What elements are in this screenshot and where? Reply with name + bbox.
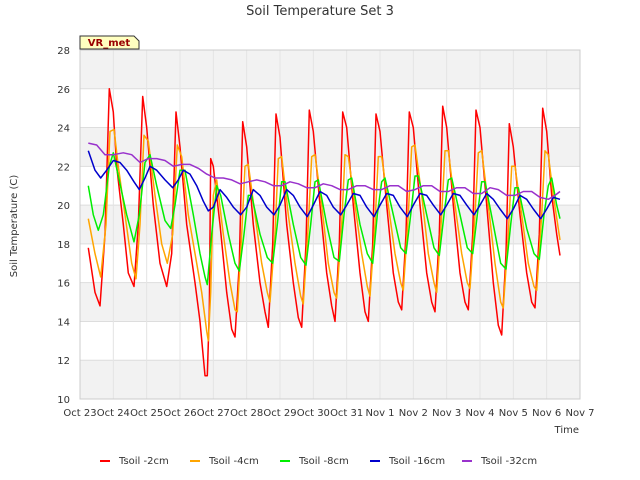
legend-label: Tsoil -8cm xyxy=(298,456,349,467)
x-tick-label: Oct 27 xyxy=(197,408,230,419)
legend-label: Tsoil -16cm xyxy=(388,456,445,467)
x-tick-label: Nov 3 xyxy=(432,408,461,419)
x-tick-label: Oct 31 xyxy=(330,408,363,419)
plot-band xyxy=(80,88,580,128)
y-tick-label: 22 xyxy=(57,162,70,173)
x-tick-label: Oct 29 xyxy=(263,408,296,419)
y-axis-ticks: 10 12 14 16 18 20 22 24 26 28 xyxy=(57,46,70,406)
y-tick-label: 10 xyxy=(57,395,70,406)
badge-shape xyxy=(79,35,140,50)
series-line xyxy=(88,142,561,201)
y-tick-label: 28 xyxy=(57,46,70,57)
legend-item: Tsoil -16cm xyxy=(370,456,445,467)
plot-band xyxy=(80,321,580,361)
y-tick-label: 12 xyxy=(57,356,70,367)
y-tick-label: 16 xyxy=(57,279,70,290)
series-line xyxy=(87,128,561,342)
x-tick-label: Oct 26 xyxy=(163,408,196,419)
y-tick-label: 26 xyxy=(57,85,70,96)
legend-item: Tsoil -4cm xyxy=(190,456,259,467)
plot-area-border xyxy=(79,49,581,400)
x-tick-label: Nov 4 xyxy=(465,408,494,419)
x-tick-label: Nov 6 xyxy=(532,408,561,419)
series-line xyxy=(87,152,561,286)
y-tick-label: 14 xyxy=(57,317,70,328)
x-tick-label: Nov 7 xyxy=(565,408,594,419)
y-tick-label: 18 xyxy=(57,240,70,251)
plot-band xyxy=(80,360,580,399)
legend-label: Tsoil -32cm xyxy=(480,456,537,467)
legend-item: Tsoil -2cm xyxy=(100,456,169,467)
x-tick-label: Nov 1 xyxy=(365,408,394,419)
plot-band xyxy=(80,127,580,167)
legend-label: Tsoil -4cm xyxy=(208,456,259,467)
legend: Tsoil -2cm Tsoil -4cm Tsoil -8cm Tsoil -16c… xyxy=(100,456,537,467)
legend-item: Tsoil -8cm xyxy=(280,456,349,467)
badge-label: VR_met xyxy=(88,38,131,49)
x-tick-label: Oct 28 xyxy=(230,408,263,419)
x-tick-label: Oct 25 xyxy=(130,408,163,419)
x-axis-label: Time xyxy=(554,425,579,436)
plot-band xyxy=(80,50,580,89)
legend-label: Tsoil -2cm xyxy=(118,456,169,467)
x-tick-label: Oct 24 xyxy=(97,408,130,419)
x-tick-label: Nov 2 xyxy=(399,408,428,419)
y-axis-label: Soil Temperature (C) xyxy=(9,175,20,278)
x-tick-label: Oct 23 xyxy=(63,408,96,419)
series-lines xyxy=(87,88,561,377)
plot-bands xyxy=(80,50,580,399)
x-tick-label: Nov 5 xyxy=(499,408,528,419)
y-tick-label: 20 xyxy=(57,201,70,212)
x-tick-label: Oct 30 xyxy=(297,408,330,419)
x-axis-ticks: Oct 23 Oct 24 Oct 25 Oct 26 Oct 27 Oct 28 Oct … xyxy=(63,408,594,419)
y-tick-label: 24 xyxy=(57,124,70,135)
series-line xyxy=(87,150,561,220)
legend-item: Tsoil -32cm xyxy=(462,456,537,467)
chart-title: Soil Temperature Set 3 xyxy=(246,4,394,19)
vr-met-badge: VR_met xyxy=(79,35,140,50)
